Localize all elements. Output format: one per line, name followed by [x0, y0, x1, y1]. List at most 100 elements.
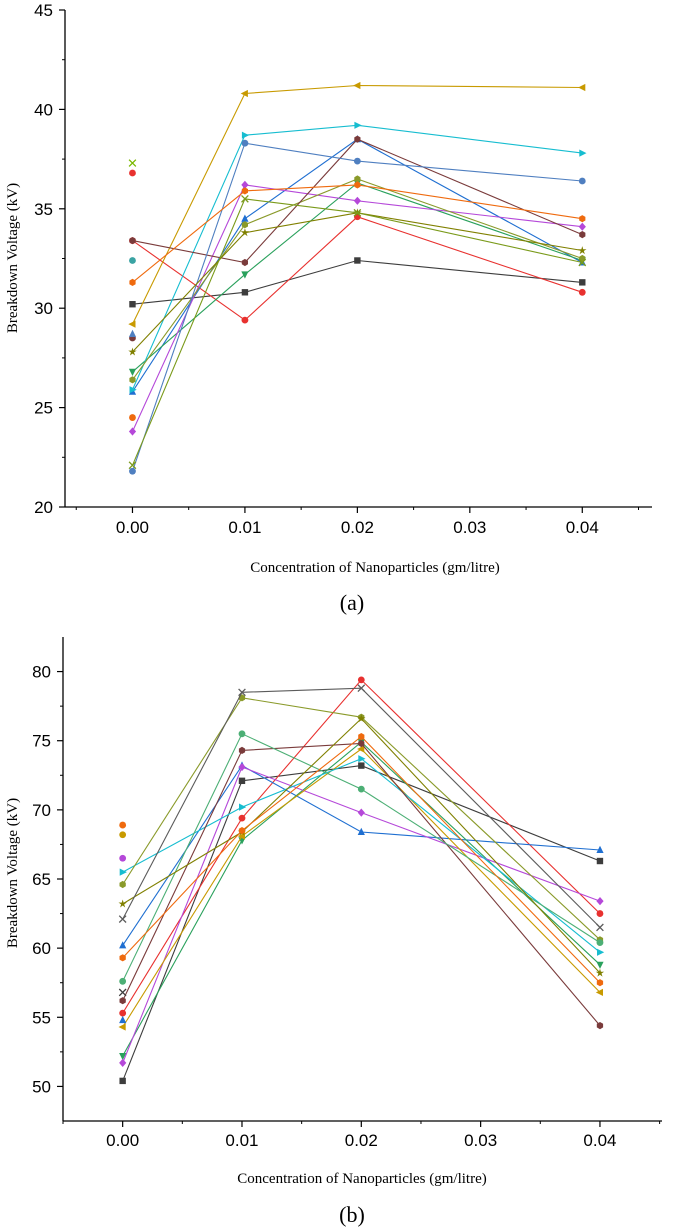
- chart-a-data-point: [353, 157, 361, 165]
- chart-b-data-point: [596, 910, 604, 917]
- chart-b-x-tick-label: 0.00: [106, 1131, 139, 1150]
- chart-a-data-point: [129, 386, 137, 394]
- chart-b-series-line: [122, 687, 601, 928]
- chart-b-data-point: [118, 899, 127, 908]
- chart-b-data-point: [118, 915, 127, 923]
- chart-b-plot-area: [118, 676, 605, 1085]
- chart-a-x-tick-label: 0.00: [116, 518, 149, 537]
- chart-a-extra-point: [129, 257, 136, 264]
- chart-a-data-point: [128, 347, 137, 356]
- chart-b-extra-point: [118, 988, 127, 997]
- chart-a-plot-area: [128, 81, 587, 475]
- chart-a-x-tick-label: 0.02: [341, 518, 374, 537]
- chart-a-series-7: [129, 121, 587, 394]
- chart-b-data-point: [238, 688, 246, 697]
- chart-a-data-point: [129, 301, 136, 308]
- chart-a-series-line: [132, 259, 583, 305]
- chart-b-series-line: [122, 735, 601, 984]
- chart-b-data-point: [238, 814, 246, 822]
- chart-a-y-tick-label: 45: [34, 1, 53, 20]
- chart-b-x-tick-label: 0.03: [464, 1131, 497, 1150]
- chart-a-y-ticks: 20 25 30 35 40 45: [34, 1, 65, 517]
- chart-b-series-6: [118, 745, 603, 1031]
- chart-a-x-tick-label: 0.01: [228, 518, 261, 537]
- chart-b-y-tick-label: 60: [32, 939, 51, 958]
- chart-a-series-line: [132, 178, 583, 381]
- chart-a-series-6: [128, 81, 586, 328]
- chart-b-data-point: [357, 827, 365, 835]
- chart-a-data-point: [354, 135, 361, 143]
- chart-b-data-point: [596, 961, 604, 969]
- chart-b-series-line: [122, 766, 601, 1064]
- chart-a-series-1: [129, 257, 586, 308]
- chart-b-data-point: [358, 733, 365, 741]
- chart-b-series-5: [119, 762, 604, 1067]
- chart-b-data-point: [118, 1023, 126, 1031]
- chart-b-data-point: [357, 785, 365, 793]
- chart-a-data-point: [129, 278, 136, 286]
- chart-b-data-point: [119, 1058, 127, 1067]
- chart-b-x-tick-label: 0.04: [583, 1131, 616, 1150]
- chart-a-data-point: [241, 316, 249, 324]
- chart-b-y-ticks: 50 55 60 65 70 75 80: [32, 663, 63, 1096]
- chart-a-data-point: [241, 258, 248, 267]
- chart-a-series-13: [128, 195, 587, 470]
- chart-b-data-point: [358, 762, 365, 769]
- chart-b-data-point: [119, 997, 126, 1005]
- chart-a-data-point: [241, 139, 249, 147]
- chart-b-data-point: [238, 746, 246, 754]
- chart-b-series-line: [122, 717, 601, 974]
- chart-a: 0.00 0.01 0.02 0.03 0.04 20 25 30 35 40 45 Concen…: [5, 1, 652, 615]
- chart-a-series-line: [132, 216, 583, 321]
- chart-a-data-point: [579, 279, 586, 286]
- chart-a-data-point: [241, 187, 248, 195]
- chart-a-data-point: [354, 257, 361, 264]
- chart-a-data-point: [353, 196, 361, 205]
- chart-b-series-11: [118, 714, 605, 977]
- chart-a-x-tick-label: 0.03: [453, 518, 486, 537]
- chart-b-extra-point: [119, 854, 127, 862]
- chart-b-data-point: [119, 1077, 126, 1085]
- chart-b-data-point: [119, 954, 126, 962]
- chart-a-data-point: [578, 177, 586, 185]
- chart-b-x-tick-label: 0.02: [345, 1131, 378, 1150]
- chart-b-data-point: [357, 676, 365, 684]
- chart-a-series-line: [132, 212, 583, 353]
- chart-a-data-point: [353, 208, 362, 217]
- chart-b-x-tick-label: 0.01: [225, 1131, 258, 1150]
- chart-b-panel-label: (b): [339, 1202, 365, 1227]
- chart-b-series-9: [119, 739, 604, 1030]
- chart-b-series-line: [122, 733, 601, 982]
- chart-b-series-12: [119, 733, 604, 987]
- chart-a-series-line: [132, 138, 583, 392]
- chart-b-data-point: [119, 1053, 127, 1061]
- chart-b-extra-points: [118, 821, 127, 1024]
- chart-a-data-point: [353, 81, 361, 90]
- chart-a-data-point: [241, 214, 249, 222]
- chart-a-series-line: [131, 142, 583, 472]
- chart-a-data-point: [129, 467, 136, 475]
- chart-a-extra-point: [128, 159, 137, 167]
- chart-a-data-point: [128, 427, 137, 436]
- chart-a-data-point: [241, 195, 249, 203]
- chart-a-extra-point: [128, 329, 137, 337]
- chart-a-data-point: [578, 258, 587, 267]
- chart-b-series-line: [122, 748, 601, 1028]
- chart-b-data-point: [357, 808, 365, 817]
- chart-a-data-point: [240, 228, 250, 237]
- chart-a-data-point: [241, 131, 250, 139]
- chart-b-series-2: [119, 676, 604, 1017]
- chart-b-y-tick-label: 50: [32, 1077, 51, 1096]
- chart-b-data-point: [596, 845, 604, 853]
- chart-a-y-tick-label: 40: [34, 100, 53, 119]
- chart-b-data-point: [119, 977, 127, 985]
- chart-b-y-tick-label: 80: [32, 663, 51, 682]
- chart-a-extra-points: [128, 159, 137, 421]
- chart-b-data-point: [358, 755, 366, 763]
- chart-b-data-point: [596, 939, 604, 947]
- chart-a-data-point: [128, 461, 137, 470]
- chart-b-x-ticks: 0.00 0.01 0.02 0.03 0.04: [62, 1121, 661, 1150]
- chart-a-x-tick-label: 0.04: [566, 518, 599, 537]
- chart-a-series-line: [132, 184, 583, 283]
- chart-b-series-line: [122, 742, 601, 1026]
